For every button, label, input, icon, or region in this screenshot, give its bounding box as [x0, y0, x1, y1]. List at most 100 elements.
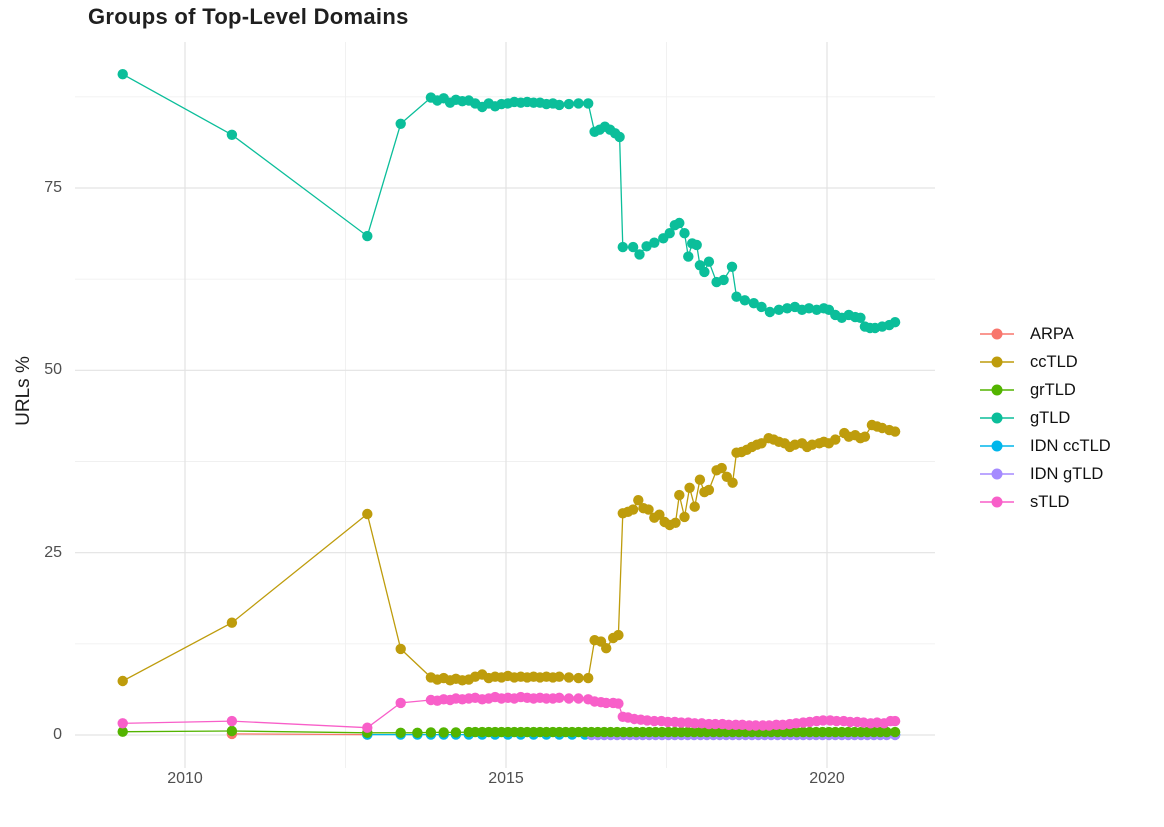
- data-point-gtld: [617, 241, 628, 253]
- data-point-gtld: [679, 228, 690, 239]
- data-point-gtld: [756, 301, 767, 313]
- legend-key-gtld-icon: [980, 412, 1014, 424]
- data-point-grtld: [881, 726, 892, 738]
- legend-key-arpa-icon: [980, 328, 1014, 340]
- data-point-gtld: [748, 298, 759, 309]
- legend-label: IDN ccTLD: [1030, 436, 1111, 455]
- data-point-cctld: [830, 434, 841, 445]
- data-point-cctld: [643, 504, 654, 515]
- data-point-gtld: [731, 291, 742, 302]
- data-point-cctld: [689, 501, 700, 512]
- data-point-gtld: [764, 306, 776, 318]
- data-point-grtld: [117, 726, 128, 737]
- legend: ARPA ccTLD grTLD gTLD IDN ccTLD IDN gTLD…: [980, 320, 1111, 516]
- data-point-gtld: [855, 312, 866, 323]
- data-point-cctld: [679, 511, 690, 523]
- legend-key-idn-gtld-icon: [980, 468, 1014, 480]
- legend-item-gtld: gTLD: [980, 404, 1111, 432]
- data-point-grtld: [438, 727, 449, 738]
- data-point-gtld: [634, 249, 645, 260]
- data-point-cctld: [117, 675, 128, 687]
- data-point-cctld: [627, 504, 639, 515]
- data-point-cctld: [670, 517, 681, 528]
- data-point-stld: [395, 697, 406, 709]
- data-point-cctld: [674, 489, 685, 501]
- x-tick-label: 2010: [167, 770, 203, 787]
- data-point-cctld: [395, 643, 406, 655]
- data-point-gtld: [554, 99, 565, 111]
- series-lines: [122, 73, 896, 736]
- gridlines: [75, 42, 935, 768]
- data-point-cctld: [727, 477, 738, 488]
- data-point-cctld: [563, 672, 575, 683]
- data-point-cctld: [703, 484, 715, 496]
- data-point-stld: [226, 715, 238, 727]
- data-point-gtld: [563, 98, 575, 110]
- legend-label: gTLD: [1030, 408, 1071, 427]
- data-point-gtld: [226, 129, 238, 140]
- legend-label: grTLD: [1030, 380, 1076, 399]
- legend-label: IDN gTLD: [1030, 464, 1104, 483]
- data-point-stld: [554, 692, 565, 703]
- data-point-cctld: [362, 508, 373, 520]
- legend-item-cctld: ccTLD: [980, 348, 1111, 376]
- y-tick-label: 50: [44, 361, 62, 379]
- data-point-gtld: [362, 230, 373, 242]
- y-tick-label: 0: [53, 726, 62, 743]
- legend-label: ccTLD: [1030, 352, 1078, 371]
- data-point-cctld: [716, 462, 727, 474]
- data-point-gtld: [726, 261, 738, 272]
- legend-item-grtld: grTLD: [980, 376, 1111, 404]
- data-point-gtld: [583, 98, 594, 109]
- data-point-gtld: [773, 304, 785, 315]
- data-point-gtld: [683, 251, 694, 262]
- legend-key-stld-icon: [980, 496, 1014, 508]
- data-point-cctld: [583, 672, 594, 684]
- data-point-cctld: [889, 426, 901, 437]
- data-point-stld: [117, 718, 128, 729]
- data-point-cctld: [859, 431, 871, 442]
- legend-item-idn-cctld: IDN ccTLD: [980, 432, 1111, 460]
- data-point-gtld: [664, 228, 675, 239]
- legend-item-stld: sTLD: [980, 488, 1111, 516]
- data-point-stld: [563, 693, 575, 704]
- data-point-gtld: [782, 303, 793, 314]
- x-tick-label: 2020: [809, 770, 845, 787]
- data-point-stld: [889, 715, 901, 727]
- data-point-gtld: [699, 266, 710, 278]
- legend-label: sTLD: [1030, 492, 1070, 511]
- legend-item-arpa: ARPA: [980, 320, 1111, 348]
- data-point-grtld: [226, 725, 238, 737]
- line-arpa: [231, 733, 368, 736]
- data-point-stld: [573, 693, 584, 704]
- legend-key-idn-cctld-icon: [980, 440, 1014, 452]
- data-point-grtld: [889, 726, 901, 738]
- data-point-stld: [613, 698, 624, 709]
- data-point-grtld: [450, 727, 462, 738]
- data-point-gtld: [117, 69, 128, 80]
- data-point-cctld: [684, 482, 695, 493]
- series-points: [117, 69, 901, 741]
- legend-item-idn-gtld: IDN gTLD: [980, 460, 1111, 488]
- data-point-cctld: [226, 617, 238, 628]
- data-point-gtld: [573, 98, 584, 109]
- data-point-gtld: [739, 295, 750, 306]
- data-point-gtld: [718, 274, 729, 286]
- y-tick-label: 75: [44, 179, 62, 196]
- chart-title: Groups of Top-Level Domains: [88, 4, 409, 29]
- data-point-gtld: [703, 256, 715, 267]
- data-point-cctld: [601, 643, 612, 654]
- data-point-gtld: [889, 317, 901, 328]
- data-point-grtld: [425, 727, 437, 738]
- data-point-cctld: [573, 672, 584, 684]
- line-gtld: [122, 73, 896, 329]
- data-point-cctld: [613, 629, 624, 641]
- legend-key-grtld-icon: [980, 384, 1014, 396]
- data-point-gtld: [395, 118, 406, 129]
- data-point-grtld: [395, 727, 406, 738]
- data-point-gtld: [627, 241, 639, 253]
- y-tick-label: 25: [44, 543, 62, 561]
- data-point-cctld: [633, 495, 644, 506]
